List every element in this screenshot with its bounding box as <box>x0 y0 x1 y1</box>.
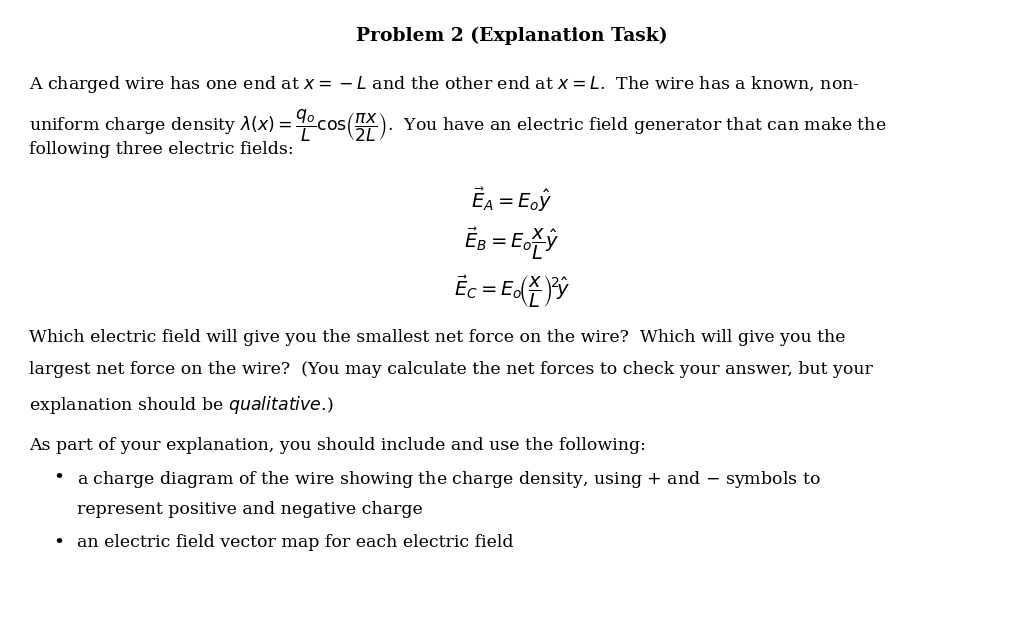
Text: following three electric fields:: following three electric fields: <box>29 141 293 158</box>
Text: $\vec{E}_A = E_o\hat{y}$: $\vec{E}_A = E_o\hat{y}$ <box>471 186 553 214</box>
Text: a charge diagram of the wire showing the charge density, using $+$ and $-$ symbo: a charge diagram of the wire showing the… <box>77 469 820 490</box>
Text: $\vec{E}_B = E_o\dfrac{x}{L}\hat{y}$: $\vec{E}_B = E_o\dfrac{x}{L}\hat{y}$ <box>464 226 560 262</box>
Text: •: • <box>53 469 65 487</box>
Text: an electric field vector map for each electric field: an electric field vector map for each el… <box>77 534 513 550</box>
Text: largest net force on the wire?  (You may calculate the net forces to check your : largest net force on the wire? (You may … <box>29 361 872 378</box>
Text: Problem 2 (Explanation Task): Problem 2 (Explanation Task) <box>356 27 668 45</box>
Text: As part of your explanation, you should include and use the following:: As part of your explanation, you should … <box>29 437 645 454</box>
Text: A charged wire has one end at $x = -L$ and the other end at $x = L$.  The wire h: A charged wire has one end at $x = -L$ a… <box>29 74 859 95</box>
Text: represent positive and negative charge: represent positive and negative charge <box>77 501 423 518</box>
Text: Which electric field will give you the smallest net force on the wire?  Which wi: Which electric field will give you the s… <box>29 329 845 346</box>
Text: $\vec{E}_C = E_o\!\left(\dfrac{x}{L}\right)^{\!2}\!\hat{y}$: $\vec{E}_C = E_o\!\left(\dfrac{x}{L}\rig… <box>454 274 570 310</box>
Text: •: • <box>53 534 65 552</box>
Text: uniform charge density $\lambda(x) = \dfrac{q_o}{L}\cos\!\left(\dfrac{\pi x}{2L}: uniform charge density $\lambda(x) = \df… <box>29 108 886 144</box>
Text: explanation should be $\mathit{qualitative}$.): explanation should be $\mathit{qualitati… <box>29 394 333 416</box>
